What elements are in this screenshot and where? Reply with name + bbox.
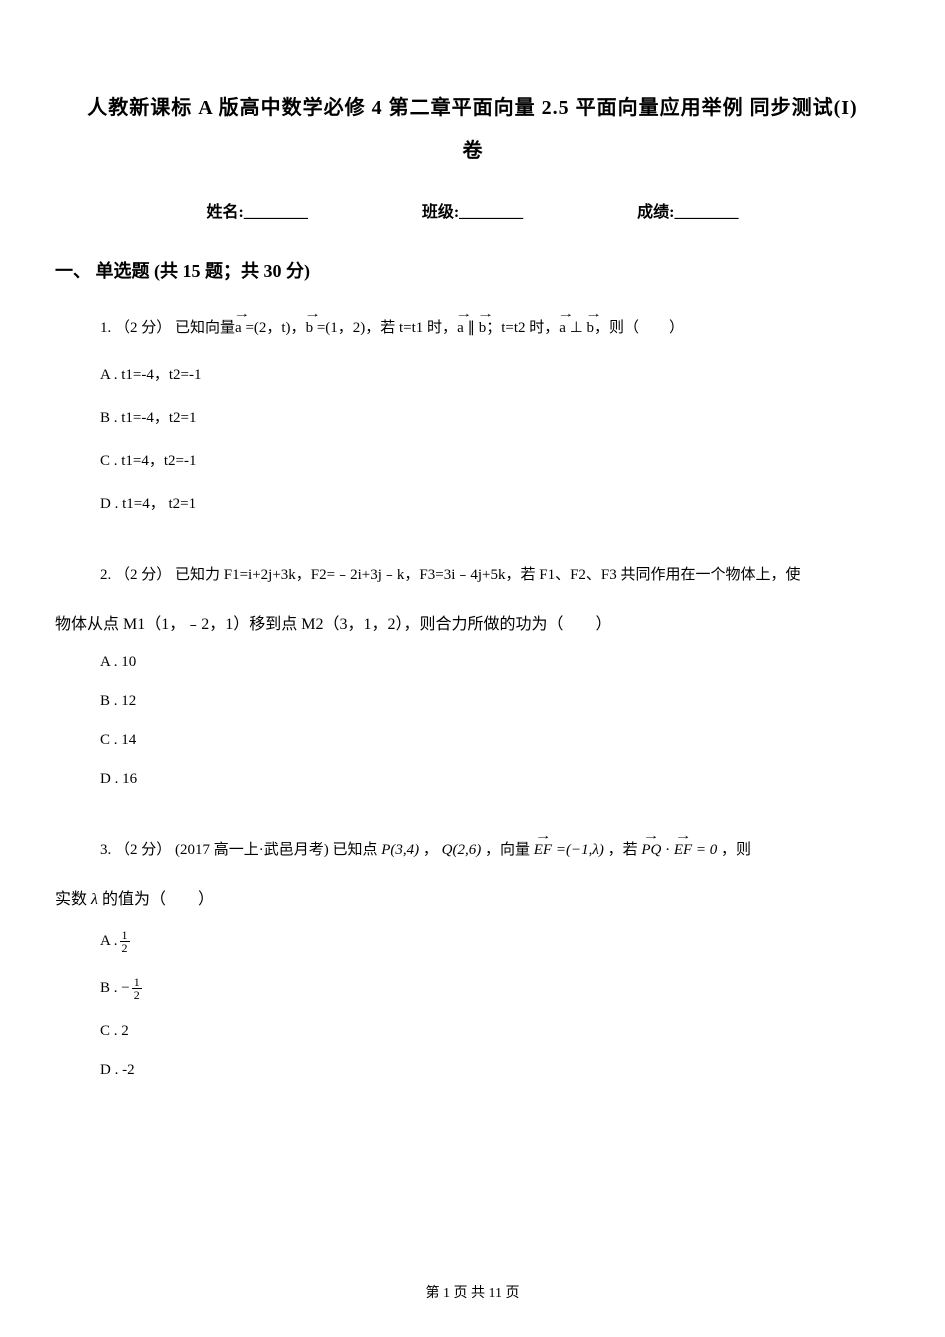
vector-a3: a [559, 313, 566, 343]
vector-b: b [306, 313, 314, 343]
fraction-half-neg: 1 2 [132, 976, 142, 1001]
page-subtitle: 卷 [55, 134, 890, 163]
vector-pq: PQ [641, 835, 661, 865]
vector-b2: b [479, 313, 487, 343]
q2-option-a: A . 10 [100, 654, 890, 671]
q3-line2: 实数 λ 的值为（ ） [55, 885, 890, 909]
vector-b3: b [587, 313, 595, 343]
student-info-line: 姓名:________ 班级:________ 成绩:________ [55, 198, 890, 222]
q3-suffix: ，则 [721, 842, 751, 858]
q1-perp: ⊥ [566, 320, 587, 336]
q2-line1: 2. （2 分） 已知力 F1=i+2j+3k，F2=﹣2i+3j﹣k，F3=3… [100, 567, 801, 583]
q2-option-d: D . 16 [100, 771, 890, 788]
q2-line2: 物体从点 M1（1，﹣2，1）移到点 M2（3，1，2），则合力所做的功为（ ） [55, 610, 890, 634]
q3-line2-suffix: 的值为（ ） [98, 891, 214, 908]
q1-mid1: =(2，t)， [242, 320, 306, 336]
q3-mid2: ，向量 [481, 842, 534, 858]
vector-a: a [235, 313, 242, 343]
q2-option-c: C . 14 [100, 732, 890, 749]
page-title: 人教新课标 A 版高中数学必修 4 第二章平面向量 2.5 平面向量应用举例 同… [55, 90, 890, 126]
question-2: 2. （2 分） 已知力 F1=i+2j+3k，F2=﹣2i+3j﹣k，F3=3… [100, 560, 890, 590]
question-3: 3. （2 分） (2017 高一上·武邑月考) 已知点 P(3,4) ， Q(… [100, 835, 890, 865]
lambda: λ [91, 891, 98, 908]
question-1-text: 1. （2 分） 已知向量a =(2，t)，b =(1，2)，若 t=t1 时，… [100, 313, 890, 343]
q3-a-label: A . [100, 933, 118, 950]
frac-den: 2 [120, 942, 130, 954]
q1-suffix: ，则（ ） [594, 320, 684, 336]
name-field: 姓名:________ [206, 204, 307, 221]
fraction-half: 1 2 [120, 929, 130, 954]
question-2-text: 2. （2 分） 已知力 F1=i+2j+3k，F2=﹣2i+3j﹣k，F3=3… [100, 560, 890, 590]
question-1: 1. （2 分） 已知向量a =(2，t)，b =(1，2)，若 t=t1 时，… [100, 313, 890, 343]
q1-option-c: C . t1=4，t2=-1 [100, 449, 890, 470]
q1-mid3: ；t=t2 时， [486, 320, 559, 336]
q3-option-d: D . -2 [100, 1062, 890, 1079]
section-header: 一、 单选题 (共 15 题；共 30 分) [55, 257, 890, 283]
q3-mid1: ， [419, 842, 442, 858]
q3-prefix: 3. （2 分） (2017 高一上·武邑月考) 已知点 [100, 842, 381, 858]
q1-mid2: =(1，2)，若 t=t1 时， [313, 320, 457, 336]
class-field: 班级:________ [422, 204, 523, 221]
q3-b-label: B . − [100, 980, 130, 997]
point-q: Q(2,6) [442, 842, 482, 858]
vector-ef2: EF [674, 835, 692, 865]
frac-den2: 2 [132, 989, 142, 1001]
question-3-text: 3. （2 分） (2017 高一上·武邑月考) 已知点 P(3,4) ， Q(… [100, 835, 890, 865]
q3-option-c: C . 2 [100, 1023, 890, 1040]
q3-line2-prefix: 实数 [55, 891, 91, 908]
q3-option-a: A . 1 2 [100, 929, 890, 954]
q1-option-b: B . t1=-4，t2=1 [100, 406, 890, 427]
q1-option-d: D . t1=4， t2=1 [100, 492, 890, 513]
ef-val: =(−1,λ) [552, 842, 607, 858]
vector-a2: a [457, 313, 464, 343]
q1-prefix: 1. （2 分） 已知向量 [100, 320, 235, 336]
point-p: P(3,4) [381, 842, 419, 858]
q1-option-a: A . t1=-4，t2=-1 [100, 363, 890, 384]
vector-ef: EF [534, 835, 552, 865]
grade-field: 成绩:________ [637, 204, 738, 221]
page-footer: 第 1 页 共 11 页 [0, 1282, 945, 1302]
q3-option-b: B . − 1 2 [100, 976, 890, 1001]
q2-option-b: B . 12 [100, 693, 890, 710]
